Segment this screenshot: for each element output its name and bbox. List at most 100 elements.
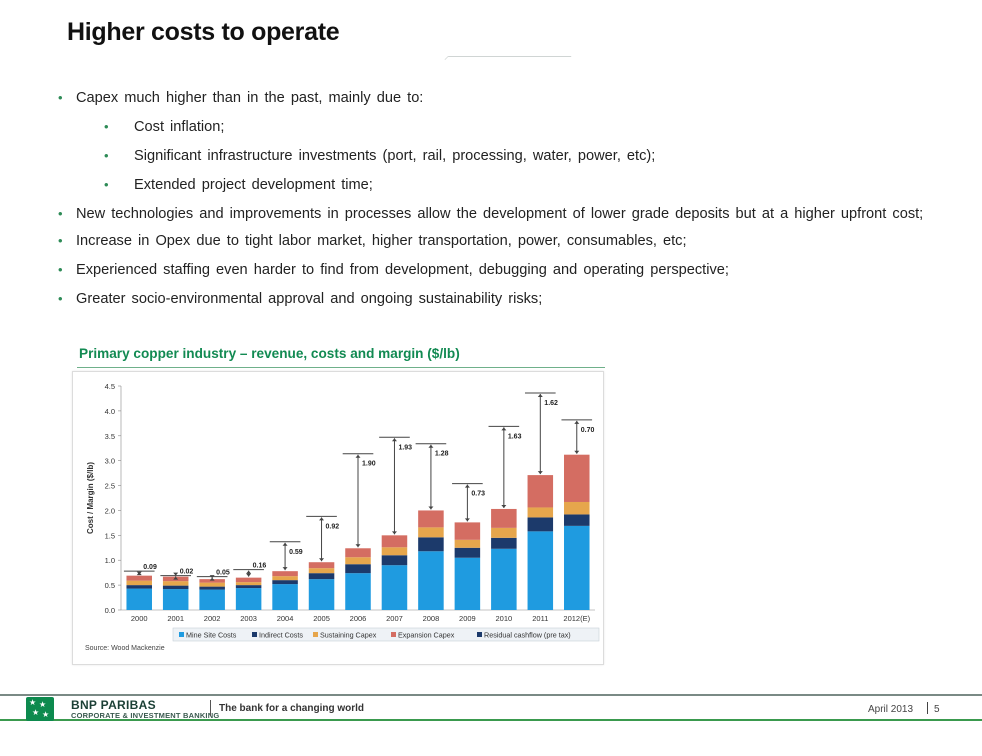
x-tick-label: 2003 <box>240 614 257 623</box>
bar-segment <box>491 548 517 610</box>
margin-value-label: 0.02 <box>180 569 194 576</box>
chart-title: Primary copper industry – revenue, costs… <box>79 346 460 361</box>
bar-segment <box>491 537 517 549</box>
margin-arrow-head-up <box>537 393 543 397</box>
margin-arrow-head-up <box>574 420 580 424</box>
y-tick-label: 2.0 <box>105 506 115 515</box>
bullet-item: Greater socio-environmental approval and… <box>58 289 942 309</box>
margin-arrow-head-up <box>173 576 179 580</box>
bar-segment <box>491 527 517 538</box>
x-tick-label: 2004 <box>277 614 294 623</box>
bar-segment <box>418 551 444 610</box>
x-tick-label: 2001 <box>167 614 184 623</box>
bullet-item: Increase in Opex due to tight labor mark… <box>58 231 942 251</box>
chart-title-underline <box>77 367 605 368</box>
margin-arrow-head-down <box>282 567 288 571</box>
margin-arrow-head-down <box>355 544 361 548</box>
bar-segment <box>308 562 335 569</box>
margin-value-label: 0.70 <box>581 427 595 434</box>
y-tick-label: 0.0 <box>105 606 115 615</box>
legend-label: Indirect Costs <box>259 631 303 640</box>
bar-segment <box>345 557 371 565</box>
bnp-logo-icon: ★ ★ ★ ★ <box>26 697 54 721</box>
margin-value-label: 1.93 <box>398 444 412 451</box>
margin-arrow-head-down <box>391 531 397 535</box>
x-tick-label: 2010 <box>496 614 513 623</box>
bar-segment <box>199 579 225 583</box>
margin-arrow-head-down <box>574 450 580 454</box>
bullet-item: Experienced staffing even harder to find… <box>58 260 942 280</box>
margin-value-label: 0.09 <box>143 564 157 571</box>
bar-segment <box>162 589 189 610</box>
x-tick-label: 2005 <box>313 614 330 623</box>
bar-segment <box>235 588 262 610</box>
legend-swatch <box>252 632 257 637</box>
slide-title: Higher costs to operate <box>67 18 340 46</box>
y-tick-label: 3.5 <box>105 432 115 441</box>
bar-segment <box>199 586 225 590</box>
bar-segment <box>199 589 225 610</box>
bar-segment <box>272 584 298 610</box>
bar-segment <box>564 454 590 502</box>
margin-arrow-head-up <box>391 438 397 442</box>
y-tick-label: 0.5 <box>105 581 115 590</box>
bar-segment <box>564 525 590 610</box>
brand-subtitle: CORPORATE & INVESTMENT BANKING <box>71 711 220 720</box>
bar-segment <box>162 581 189 586</box>
margin-arrow-head-down <box>501 504 507 508</box>
margin-arrow-head-up <box>355 454 361 458</box>
bar-segment <box>454 539 481 548</box>
legend-swatch <box>313 632 318 637</box>
sub-bullet-item: Extended project development time; <box>58 175 942 195</box>
bar-segment <box>454 547 481 558</box>
page-number: 5 <box>934 704 940 715</box>
footer-date: April 2013 <box>868 704 914 715</box>
bar-segment <box>345 573 371 610</box>
sub-bullet-item: Significant infrastructure investments (… <box>58 146 942 166</box>
bar-segment <box>527 531 554 610</box>
margin-arrow-head-up <box>464 484 470 488</box>
margin-value-label: 1.28 <box>435 451 449 458</box>
x-tick-label: 2002 <box>204 614 221 623</box>
bar-segment <box>126 588 152 610</box>
bar-segment <box>418 527 444 538</box>
legend-label: Expansion Capex <box>398 631 455 640</box>
margin-value-label: 1.90 <box>362 461 376 468</box>
margin-arrow-head-down <box>537 471 543 475</box>
margin-arrow-head-down <box>246 573 252 577</box>
margin-value-label: 0.05 <box>216 570 230 577</box>
bar-segment <box>564 514 590 526</box>
bar-segment <box>308 579 335 610</box>
legend-swatch <box>477 632 482 637</box>
legend-label: Sustaining Capex <box>320 631 377 640</box>
bar-segment <box>272 576 298 581</box>
bar-segment <box>308 573 335 580</box>
bullet-list: Capex much higher than in the past, main… <box>58 88 942 318</box>
x-tick-label: 2006 <box>350 614 367 623</box>
margin-arrow-head-up <box>501 427 507 431</box>
bar-segment <box>491 508 517 528</box>
y-tick-label: 4.5 <box>105 382 115 391</box>
margin-arrow-head-up <box>209 577 215 581</box>
margin-value-label: 1.62 <box>544 400 558 407</box>
copper-cost-chart: 0.0 0.5 1.0 1.5 2.0 2.5 3.0 3.5 4.0 4.5 Cost / Mar… <box>72 371 604 665</box>
y-tick-label: 1.5 <box>105 531 115 540</box>
sub-bullet-item: Cost inflation; <box>58 117 942 137</box>
margin-arrow-head-up <box>319 517 325 521</box>
bar-segment <box>564 501 590 515</box>
x-tick-label: 2011 <box>532 614 548 623</box>
legend-swatch <box>391 632 396 637</box>
bullet-item: Capex much higher than in the past, main… <box>58 88 942 108</box>
chart-source: Source: Wood Mackenzie <box>85 645 165 652</box>
x-tick-label: 2012(E) <box>563 614 590 623</box>
bar-segment <box>454 522 481 540</box>
bar-segment <box>527 517 554 532</box>
margin-value-label: 0.73 <box>471 491 485 498</box>
bar-segment <box>235 582 262 586</box>
margin-value-label: 0.16 <box>253 563 267 570</box>
bar-segment <box>126 575 152 581</box>
x-tick-label: 2000 <box>131 614 148 623</box>
bar-segment <box>199 582 225 587</box>
y-tick-label: 4.0 <box>105 407 115 416</box>
bar-segment <box>454 557 481 610</box>
